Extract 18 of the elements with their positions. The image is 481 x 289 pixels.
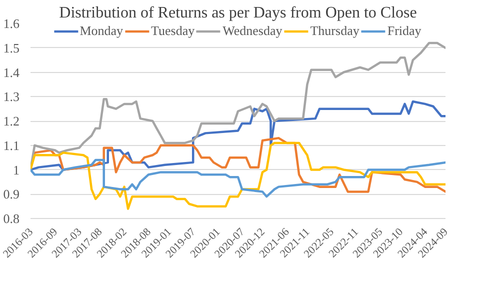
legend-label: Monday <box>80 23 124 39</box>
y-tick-label: 1.3 <box>3 89 20 104</box>
y-tick-label: 1 <box>13 162 20 178</box>
y-tick-label: 1.5 <box>3 40 20 56</box>
line-series <box>30 100 446 171</box>
y-tick-label: 1.4 <box>3 64 20 80</box>
y-tick-label: 1.2 <box>3 114 20 128</box>
y-tick-label: 1.1 <box>3 138 20 153</box>
line-series <box>30 142 446 210</box>
legend-label: Tuesday <box>151 23 195 39</box>
chart-title: Distribution of Returns as per Days from Open to Close <box>59 4 417 22</box>
line-series <box>30 158 446 198</box>
legend-label: Friday <box>387 23 422 39</box>
y-tick-label: 1.6 <box>3 16 20 31</box>
legend-label: Wednesday <box>222 23 282 39</box>
y-tick-label: 0.9 <box>3 186 20 202</box>
y-tick-label: 0.8 <box>3 211 20 226</box>
legend-label: Thursday <box>310 23 360 39</box>
